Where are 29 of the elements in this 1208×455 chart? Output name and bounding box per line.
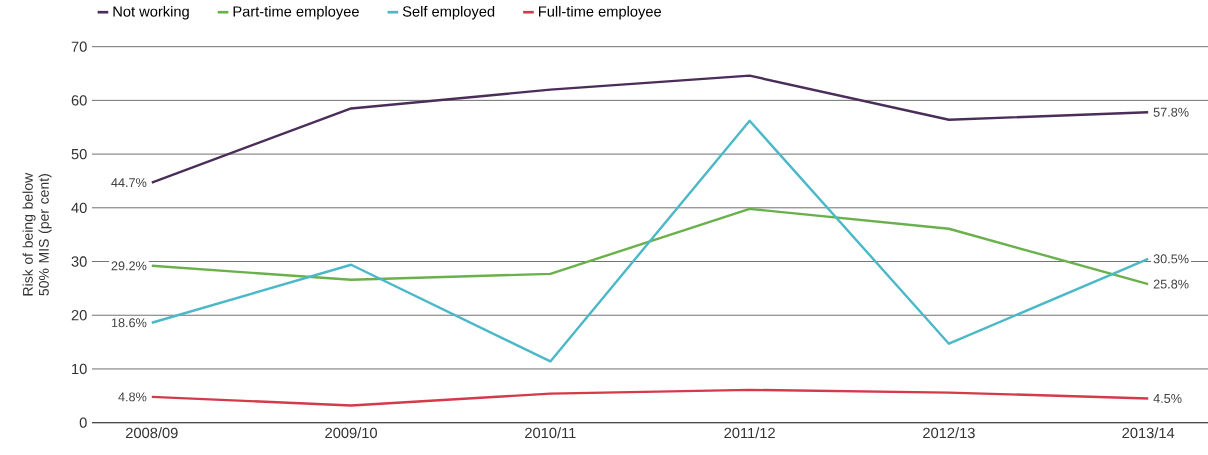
- legend-label: Self employed: [402, 6, 495, 20]
- y-tick-label: 30: [71, 256, 87, 267]
- legend-label: Full-time employee: [539, 6, 662, 20]
- legend-label: Not working: [113, 6, 189, 20]
- data-label: 4.5%: [1153, 394, 1182, 404]
- y-axis-title: Risk of being below 50% MIS (per cent): [22, 172, 52, 296]
- data-label: 30.5%: [1153, 254, 1189, 264]
- line-series: [150, 74, 1150, 184]
- y-tick-label: 0: [79, 417, 87, 429]
- y-tick-label: 10: [72, 363, 87, 375]
- x-tick-label: 2008/09: [126, 427, 178, 439]
- y-tick-label: 70: [71, 41, 87, 53]
- x-tick-label: 2009/10: [325, 427, 377, 439]
- x-tick-label: 2011/12: [724, 427, 775, 439]
- data-label: 25.8%: [1153, 279, 1189, 289]
- x-tick-label: 2010/11: [525, 427, 576, 439]
- data-label: 44.7%: [111, 178, 147, 188]
- data-label: 18.6%: [111, 318, 147, 328]
- y-tick-label: 60: [71, 95, 87, 106]
- data-label: 29.2%: [111, 261, 147, 271]
- y-tick-label: 50: [71, 149, 87, 160]
- legend-label: Part-time employee: [233, 6, 359, 20]
- y-tick-label: 40: [71, 202, 87, 214]
- data-label: 57.8%: [1153, 107, 1189, 117]
- data-label: 4.8%: [118, 392, 147, 402]
- x-tick-label: 2013/14: [1122, 427, 1175, 439]
- y-tick-label: 20: [71, 310, 87, 321]
- x-tick-label: 2012/13: [923, 427, 975, 439]
- line-series: [150, 388, 1150, 407]
